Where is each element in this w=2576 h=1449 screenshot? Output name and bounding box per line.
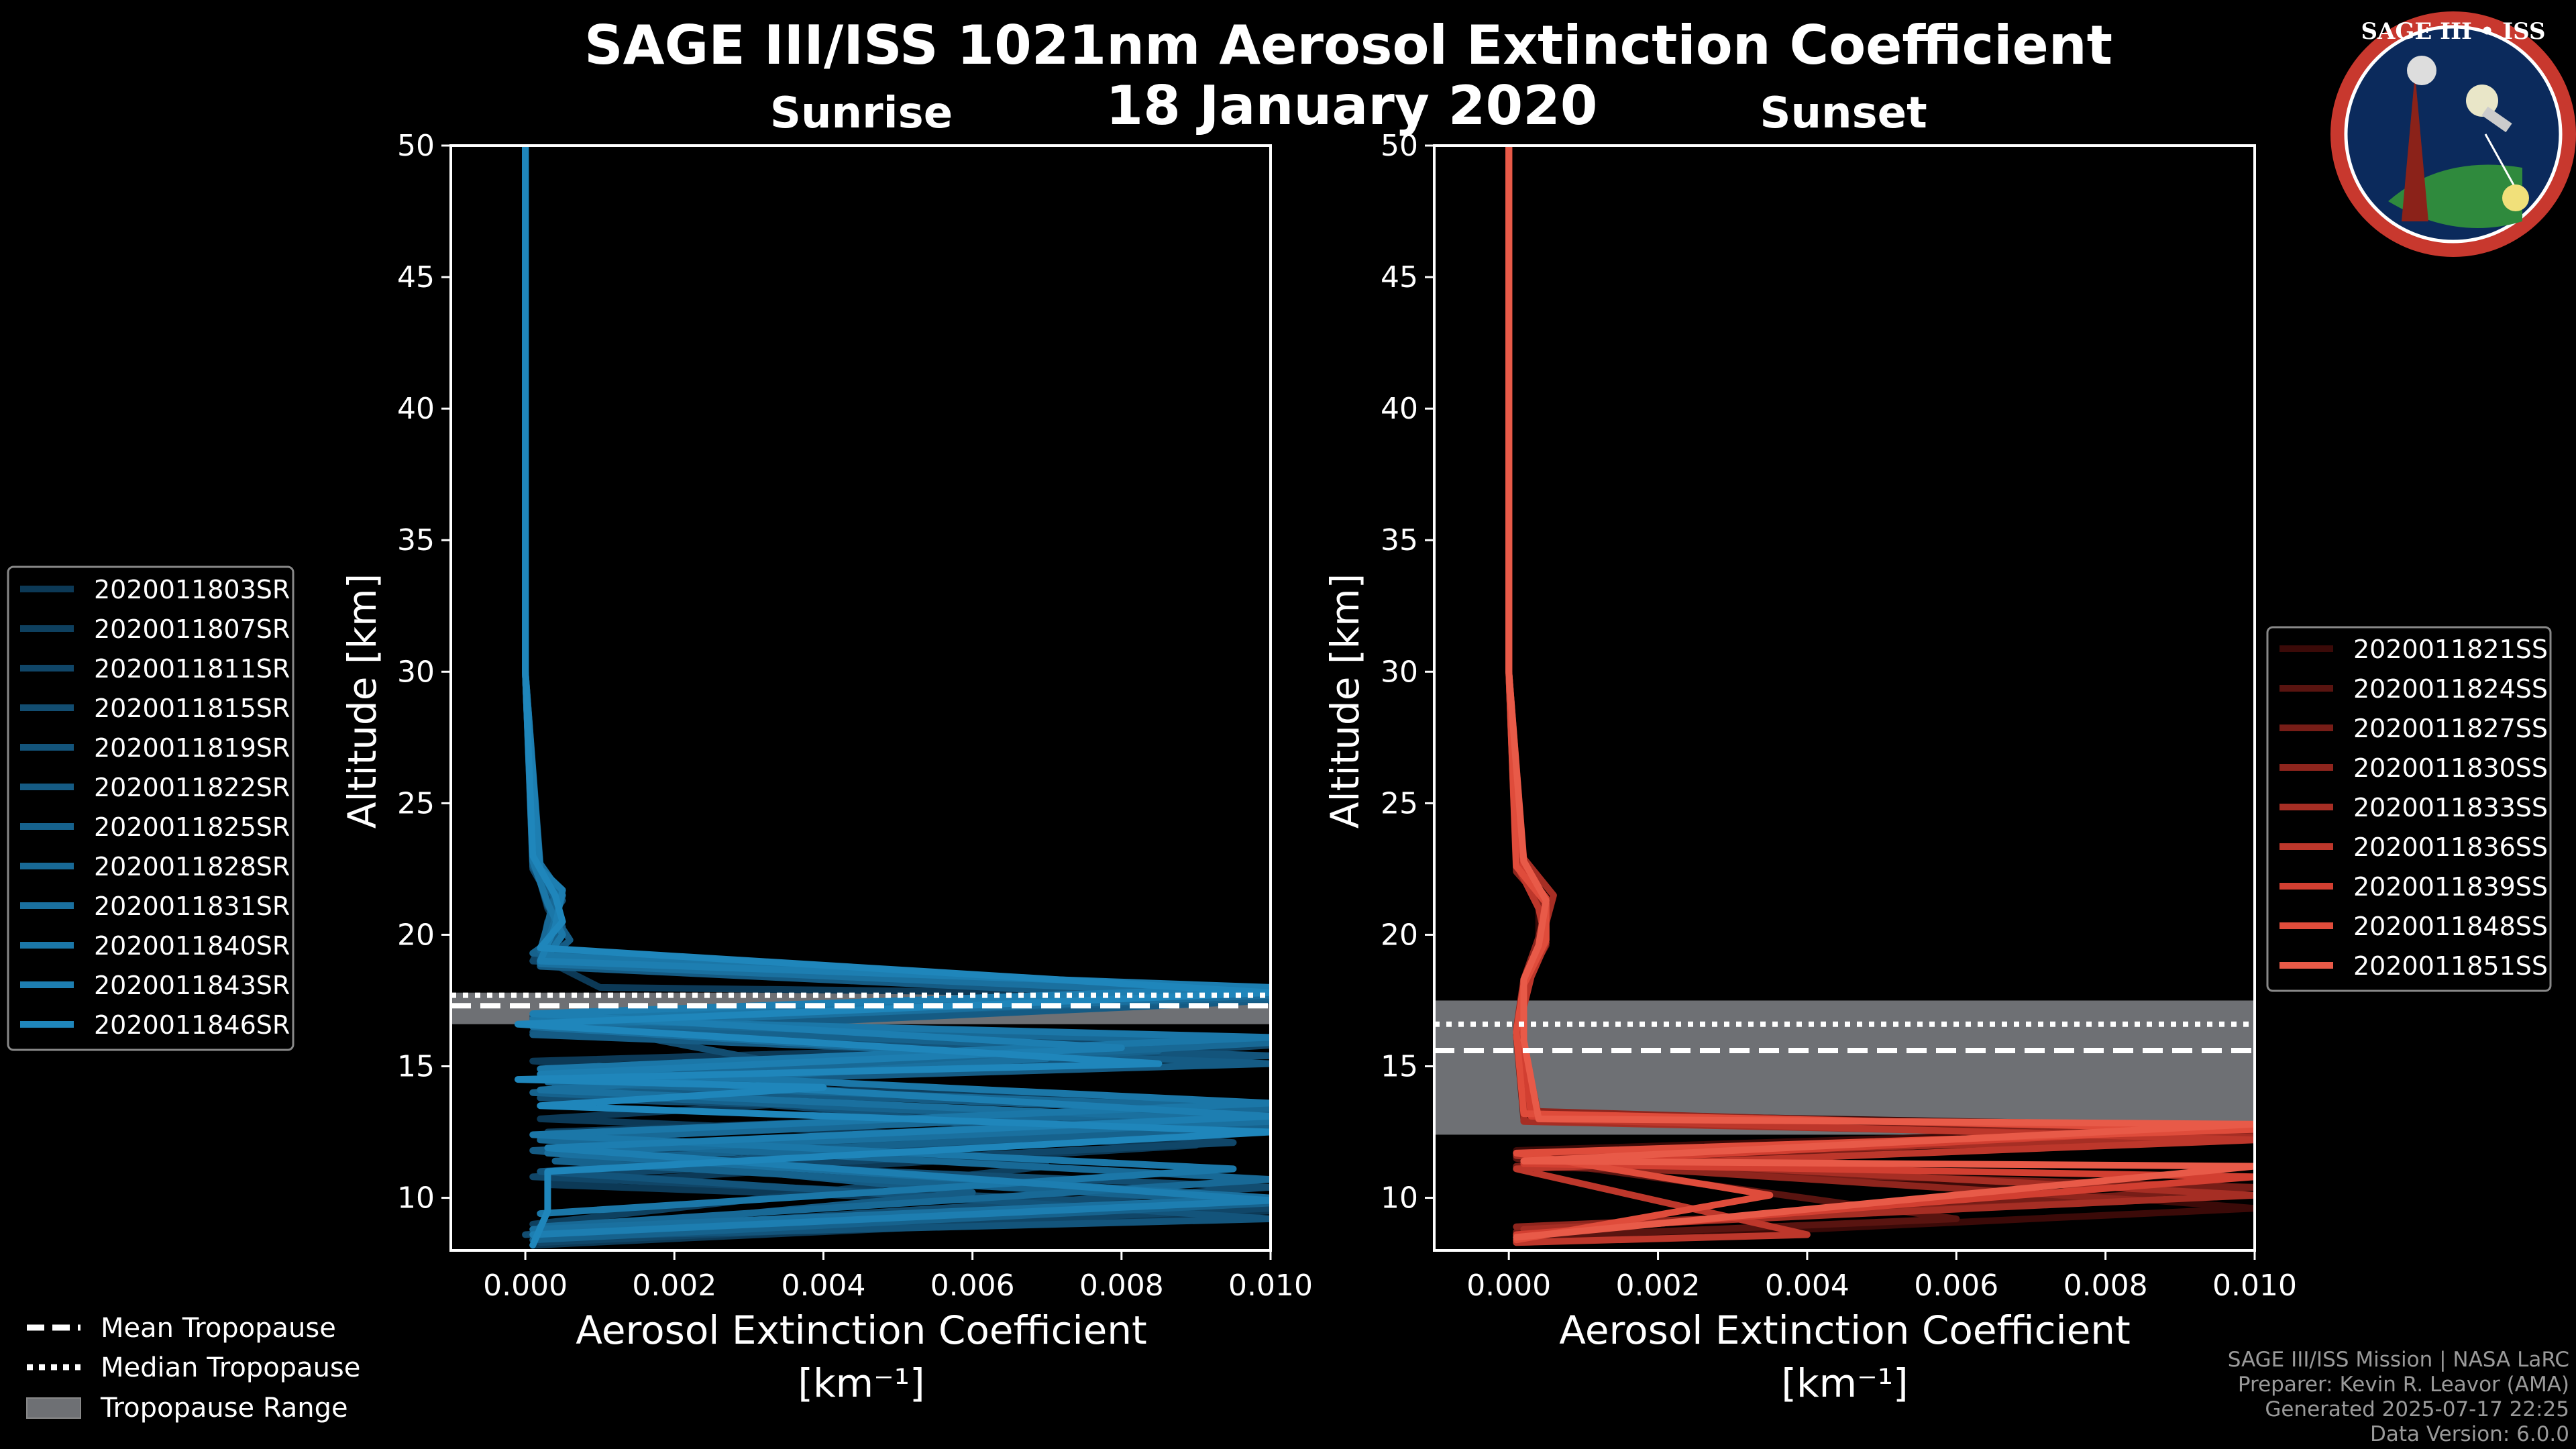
sunrise-plot-area <box>449 144 1272 1252</box>
sunrise-legend-frame <box>7 566 294 1051</box>
sunrise-x-tick-label: 0.000 <box>483 1269 568 1303</box>
sunrise-legend-label: 2020011843SR <box>94 971 290 1000</box>
sunset-legend-frame <box>2266 626 2552 992</box>
sunrise-legend-label: 2020011825SR <box>94 812 290 842</box>
sunset-legend-label: 2020011848SS <box>2353 912 2548 941</box>
sunrise-y-tick-label: 10 <box>397 1181 435 1216</box>
sunrise-panel: Sunrise 0.000 0.002 0.004 0.006 0.008 0.010 10… <box>339 89 1313 1406</box>
sunset-panel-title: Sunset <box>1760 89 1927 138</box>
mean-tropopause-label: Mean Tropopause <box>101 1313 336 1344</box>
sunrise-legend-label: 2020011822SR <box>94 773 290 802</box>
sunrise-legend-label: 2020011803SR <box>94 575 290 604</box>
sunset-y-tick-label: 30 <box>1381 655 1418 689</box>
sunset-legend-label: 2020011821SS <box>2353 635 2548 664</box>
sunrise-y-tick-label: 40 <box>397 392 435 426</box>
credit-preparer: Preparer: Kevin R. Leavor (AMA) <box>2238 1373 2569 1397</box>
sunset-legend-label: 2020011836SS <box>2353 833 2548 862</box>
credits: SAGE III/ISS Mission | NASA LaRC Prepare… <box>2228 1348 2569 1446</box>
sunrise-legend-label: 2020011831SR <box>94 892 290 921</box>
sunset-plot-frame <box>1433 144 2256 1252</box>
sunrise-series-line-2020011846SR <box>515 146 1271 1249</box>
sunrise-x-tick-label: 0.006 <box>930 1269 1015 1303</box>
sunrise-y-tick-label: 15 <box>397 1050 435 1084</box>
sunset-x-tick-label: 0.008 <box>2063 1269 2148 1303</box>
figure-head-icon <box>2407 56 2436 85</box>
space-station-icon <box>2481 106 2512 133</box>
sunrise-legend-label: 2020011819SR <box>94 733 290 763</box>
sunset-plot-area <box>1433 144 2256 1252</box>
sunset-x-axis-label: Aerosol Extinction Coefficient <box>1559 1307 2131 1353</box>
sunrise-x-tick-label: 0.004 <box>781 1269 865 1303</box>
credit-mission: SAGE III/ISS Mission | NASA LaRC <box>2228 1348 2569 1372</box>
sunrise-x-axis-units: [km⁻¹] <box>798 1360 924 1406</box>
credit-data-version: Data Version: 6.0.0 <box>2370 1422 2569 1446</box>
sunrise-plot-frame <box>449 144 1272 1252</box>
sunrise-y-tick-label: 25 <box>397 786 435 820</box>
sunset-series-line-2020011851SS <box>1505 146 2255 1241</box>
sunrise-legend-label: 2020011828SR <box>94 852 290 881</box>
sunrise-legend-label: 2020011815SR <box>94 694 290 723</box>
sunrise-x-tick-label: 0.008 <box>1079 1269 1164 1303</box>
tropopause-range-swatch <box>26 1397 81 1419</box>
sunrise-y-tick-label: 50 <box>397 129 435 163</box>
sunset-y-tick-label: 50 <box>1381 129 1418 163</box>
sunrise-x-tick-label: 0.010 <box>1228 1269 1313 1303</box>
sunrise-x-axis-label: Aerosol Extinction Coefficient <box>576 1307 1147 1353</box>
tropopause-range-label: Tropopause Range <box>100 1393 348 1424</box>
sunset-y-axis-label: Altitude [km] <box>1322 574 1368 828</box>
sunrise-plot-clip <box>451 146 1271 1249</box>
sunset-legend-label: 2020011839SS <box>2353 872 2548 902</box>
sunset-x-tick-label: 0.004 <box>1765 1269 1849 1303</box>
robed-figure-icon <box>2402 74 2428 221</box>
sunset-y-tick-label: 20 <box>1381 918 1418 952</box>
sunset-x-tick-label: 0.006 <box>1914 1269 1998 1303</box>
sunset-y-tick-label: 35 <box>1381 523 1418 557</box>
sunset-legend-label: 2020011851SS <box>2353 951 2548 981</box>
sunset-x-tick-label: 0.002 <box>1616 1269 1701 1303</box>
sunset-legend-label: 2020011824SS <box>2353 674 2548 704</box>
sunrise-ticks: 0.000 0.002 0.004 0.006 0.008 0.010 10 15 20 25 30… <box>397 129 1313 1303</box>
sunrise-legend-label: 2020011807SR <box>94 614 290 644</box>
sunrise-y-tick-label: 30 <box>397 655 435 689</box>
sunrise-y-tick-label: 35 <box>397 523 435 557</box>
logo-text: SAGE III • ISS <box>2361 18 2545 45</box>
sun-icon <box>2502 184 2529 211</box>
sunset-y-tick-label: 45 <box>1381 260 1418 294</box>
sunrise-panel-title: Sunrise <box>770 89 953 138</box>
figure-title: SAGE III/ISS 1021nm Aerosol Extinction C… <box>584 14 2112 76</box>
sunrise-legend: 2020011803SR 2020011807SR 2020011811SR 2020… <box>7 566 294 1051</box>
sunset-y-tick-label: 15 <box>1381 1050 1418 1084</box>
sunrise-legend-label: 2020011811SR <box>94 654 290 684</box>
sunrise-y-axis-label: Altitude [km] <box>339 574 385 828</box>
sunset-x-axis-units: [km⁻¹] <box>1781 1360 1908 1406</box>
sunset-x-tick-label: 0.010 <box>2212 1269 2297 1303</box>
sunset-plot-clip <box>1434 146 2255 1246</box>
sunrise-x-tick-label: 0.002 <box>632 1269 716 1303</box>
sightline-icon <box>2484 133 2520 195</box>
credit-generated: Generated 2025-07-17 22:25 <box>2265 1397 2569 1421</box>
sunrise-y-tick-label: 45 <box>397 260 435 294</box>
figure-subtitle: 18 January 2020 <box>1106 74 1598 137</box>
sunset-y-tick-label: 10 <box>1381 1181 1418 1216</box>
sunset-x-tick-label: 0.000 <box>1466 1269 1551 1303</box>
sunrise-legend-label: 2020011846SR <box>94 1010 290 1040</box>
sunset-legend-label: 2020011830SS <box>2353 753 2548 783</box>
sunrise-y-tick-label: 20 <box>397 918 435 952</box>
sunset-legend: 2020011821SS 2020011824SS 2020011827SS 2020… <box>2266 626 2552 992</box>
sunset-legend-label: 2020011827SS <box>2353 714 2548 743</box>
tropopause-legend: Mean Tropopause Median Tropopause Tropop… <box>26 1313 360 1424</box>
median-tropopause-label: Median Tropopause <box>101 1352 360 1383</box>
sunset-y-tick-label: 40 <box>1381 392 1418 426</box>
sunset-ticks: 0.000 0.002 0.004 0.006 0.008 0.010 10 15 20 25 30… <box>1381 129 2297 1303</box>
sunset-panel: Sunset 0.000 0.002 0.004 0.006 0.008 0.010 10 1… <box>1322 89 2297 1406</box>
sunrise-legend-label: 2020011840SR <box>94 931 290 961</box>
sage-iii-iss-logo: SAGE III • ISS <box>2330 11 2576 257</box>
sunset-legend-label: 2020011833SS <box>2353 793 2548 822</box>
sunset-y-tick-label: 25 <box>1381 786 1418 820</box>
